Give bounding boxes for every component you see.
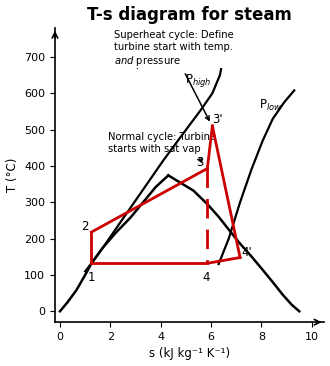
X-axis label: s (kJ kg⁻¹ K⁻¹): s (kJ kg⁻¹ K⁻¹) bbox=[149, 347, 230, 361]
Text: 4': 4' bbox=[241, 246, 252, 259]
Text: 1: 1 bbox=[88, 271, 95, 284]
Text: Superheat cycle: Define
turbine start with temp.
$and$ pressure: Superheat cycle: Define turbine start wi… bbox=[114, 30, 234, 68]
Text: Superheat cycle: Define
turbine start with temp.
and pressure: Superheat cycle: Define turbine start wi… bbox=[114, 36, 234, 120]
Text: Normal cycle: Turbine
starts with sat vap: Normal cycle: Turbine starts with sat va… bbox=[108, 132, 216, 162]
Text: 3': 3' bbox=[213, 113, 223, 126]
Text: P$_{low}$: P$_{low}$ bbox=[259, 98, 282, 113]
Title: T-s diagram for steam: T-s diagram for steam bbox=[87, 5, 292, 23]
Text: P$_{high}$: P$_{high}$ bbox=[185, 72, 212, 89]
Text: 2: 2 bbox=[81, 220, 88, 233]
Text: 3: 3 bbox=[197, 156, 204, 169]
Y-axis label: T (°C): T (°C) bbox=[6, 158, 18, 192]
Text: 4: 4 bbox=[202, 271, 210, 284]
